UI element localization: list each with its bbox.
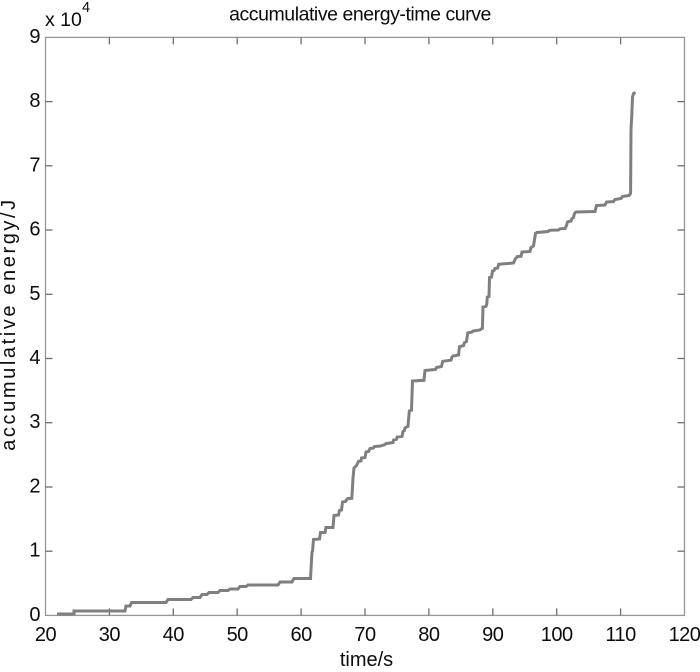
svg-text:20: 20 xyxy=(35,624,57,646)
svg-text:9: 9 xyxy=(29,26,40,48)
svg-text:5: 5 xyxy=(29,283,40,305)
svg-text:3: 3 xyxy=(29,411,40,433)
svg-text:2: 2 xyxy=(29,476,40,498)
svg-text:4: 4 xyxy=(29,347,40,369)
svg-text:accumulative energy-time curve: accumulative energy-time curve xyxy=(229,4,491,26)
svg-text:80: 80 xyxy=(418,624,440,646)
svg-text:110: 110 xyxy=(605,624,636,646)
svg-text:accumulative energy/J: accumulative energy/J xyxy=(0,197,20,451)
svg-text:50: 50 xyxy=(227,624,249,646)
svg-text:8: 8 xyxy=(29,90,40,112)
svg-text:120: 120 xyxy=(669,624,700,646)
svg-text:70: 70 xyxy=(354,624,376,646)
svg-text:90: 90 xyxy=(482,624,504,646)
svg-text:30: 30 xyxy=(99,624,121,646)
svg-text:0: 0 xyxy=(29,604,40,626)
svg-text:6: 6 xyxy=(29,219,40,241)
svg-text:x 10: x 10 xyxy=(45,9,82,31)
svg-text:time/s: time/s xyxy=(340,649,393,671)
svg-text:1: 1 xyxy=(29,540,40,562)
svg-text:60: 60 xyxy=(290,624,312,646)
svg-text:4: 4 xyxy=(82,0,90,16)
svg-text:40: 40 xyxy=(163,624,185,646)
svg-text:100: 100 xyxy=(541,624,573,646)
svg-text:7: 7 xyxy=(29,154,40,176)
